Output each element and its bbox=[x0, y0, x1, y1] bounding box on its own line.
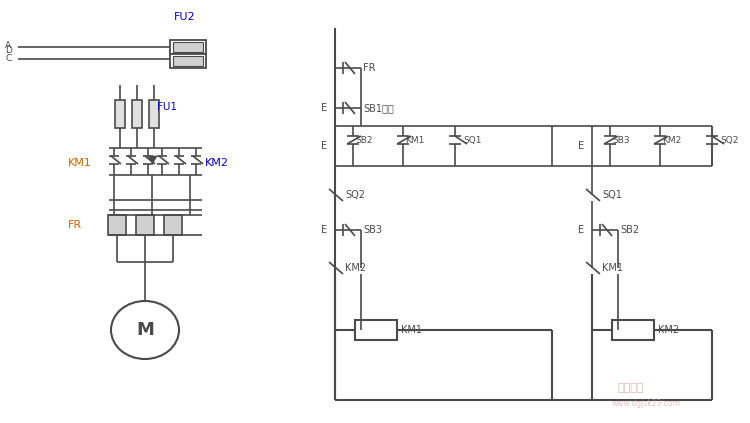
Text: SQ1: SQ1 bbox=[463, 135, 482, 145]
Text: KM2: KM2 bbox=[345, 263, 366, 273]
Bar bbox=[108, 215, 126, 235]
Text: D: D bbox=[5, 46, 12, 55]
Bar bbox=[173, 42, 203, 52]
Polygon shape bbox=[148, 156, 157, 164]
Text: E: E bbox=[321, 225, 327, 235]
Text: KM1: KM1 bbox=[602, 263, 623, 273]
Ellipse shape bbox=[111, 301, 179, 359]
Text: FR: FR bbox=[68, 220, 82, 230]
Bar bbox=[132, 100, 142, 128]
Text: SQ1: SQ1 bbox=[602, 190, 622, 200]
Text: SB1停车: SB1停车 bbox=[363, 103, 394, 113]
Text: KM2: KM2 bbox=[662, 135, 681, 145]
Bar bbox=[173, 56, 203, 66]
Text: SB3: SB3 bbox=[612, 135, 630, 145]
Text: SB3: SB3 bbox=[363, 225, 382, 235]
Text: www.dgjsk23.com: www.dgjsk23.com bbox=[612, 398, 681, 407]
Text: KM1: KM1 bbox=[401, 325, 422, 335]
Text: E: E bbox=[321, 103, 327, 113]
Text: KM2: KM2 bbox=[658, 325, 680, 335]
Text: A: A bbox=[5, 41, 11, 49]
Text: SQ2: SQ2 bbox=[720, 135, 738, 145]
Text: FU1: FU1 bbox=[157, 102, 177, 112]
Text: E: E bbox=[578, 141, 584, 151]
Text: FU2: FU2 bbox=[174, 12, 196, 22]
Text: C: C bbox=[5, 53, 11, 63]
Text: KM1: KM1 bbox=[68, 158, 92, 168]
Text: E: E bbox=[321, 141, 327, 151]
Text: SQ2: SQ2 bbox=[345, 190, 365, 200]
Text: M: M bbox=[136, 321, 154, 339]
Bar bbox=[170, 40, 206, 54]
Bar bbox=[612, 320, 654, 340]
Bar bbox=[149, 100, 159, 128]
Text: E: E bbox=[578, 225, 584, 235]
Text: 电工天下: 电工天下 bbox=[618, 383, 644, 393]
Text: KM2: KM2 bbox=[205, 158, 229, 168]
Bar bbox=[136, 215, 154, 235]
Bar bbox=[170, 54, 206, 68]
Text: SB2: SB2 bbox=[355, 135, 373, 145]
Bar bbox=[115, 100, 125, 128]
Bar bbox=[355, 320, 397, 340]
Text: SB2: SB2 bbox=[620, 225, 639, 235]
Bar bbox=[164, 215, 182, 235]
Text: FR: FR bbox=[363, 63, 376, 73]
Text: KM1: KM1 bbox=[405, 135, 424, 145]
